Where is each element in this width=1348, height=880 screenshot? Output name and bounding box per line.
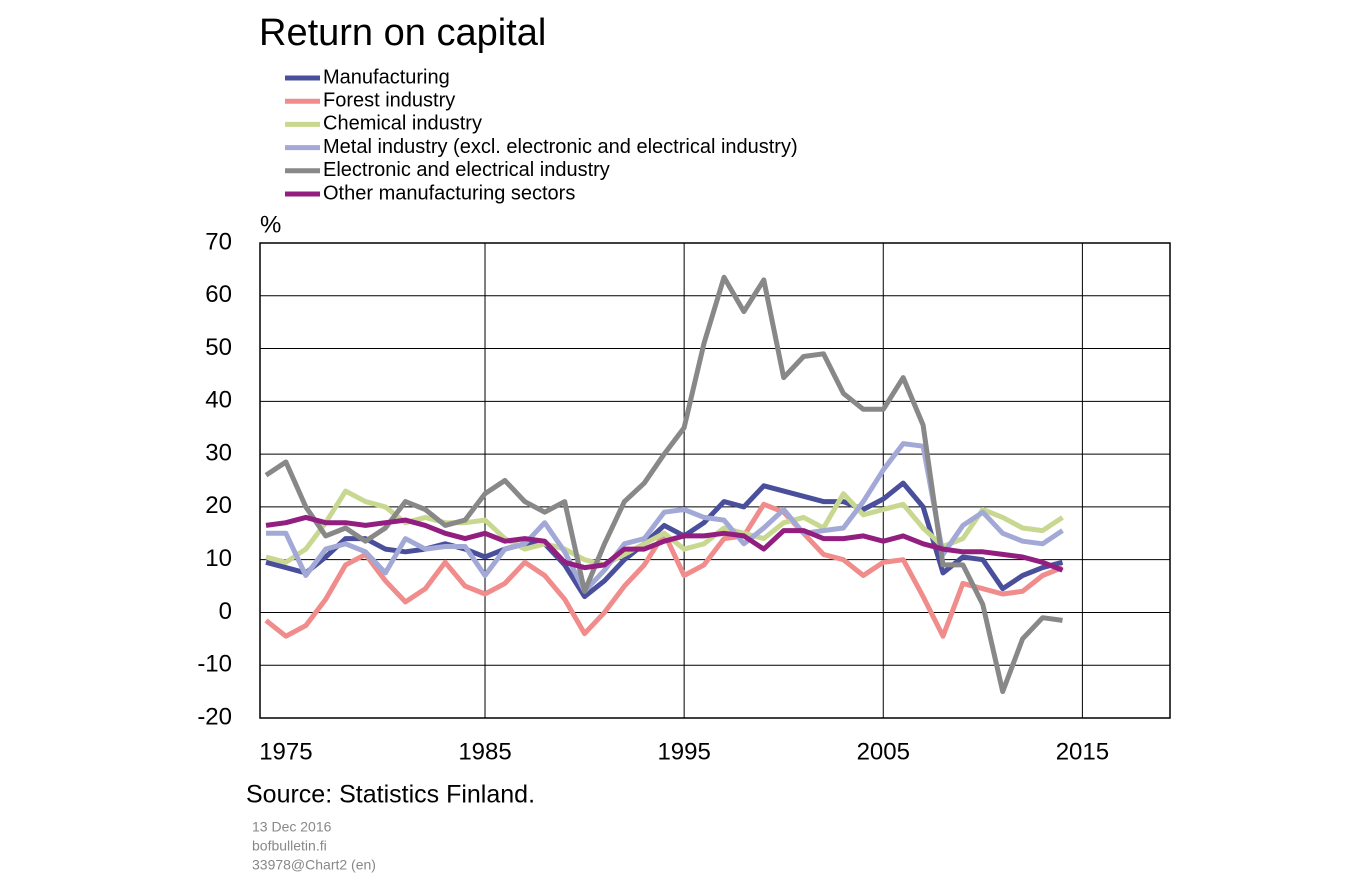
legend-label: Metal industry (excl. electronic and ele… <box>323 136 798 158</box>
chart-title: Return on capital <box>259 12 546 54</box>
y-tick-label: -20 <box>197 703 232 730</box>
y-tick-label: 30 <box>205 439 232 466</box>
y-tick-label: -10 <box>197 651 232 678</box>
legend-label: Other manufacturing sectors <box>323 182 575 204</box>
x-tick-label: 1985 <box>458 738 511 765</box>
y-tick-label: 40 <box>205 387 232 414</box>
y-tick-label: 0 <box>219 598 232 625</box>
legend-label: Forest industry <box>323 89 455 111</box>
y-unit: % <box>260 211 281 238</box>
y-tick-label: 10 <box>205 545 232 572</box>
y-tick-label: 50 <box>205 334 232 361</box>
legend-label: Electronic and electrical industry <box>323 159 610 181</box>
note: 13 Dec 2016 <box>252 819 332 835</box>
x-tick-label: 2005 <box>857 738 910 765</box>
legend-label: Manufacturing <box>323 66 450 88</box>
x-tick-label: 2015 <box>1056 738 1109 765</box>
series-line <box>265 488 1064 568</box>
y-tick-label: 60 <box>205 281 232 308</box>
note: bofbulletin.fi <box>252 838 327 854</box>
x-tick-label: 1995 <box>657 738 710 765</box>
note: 33978@Chart2 (en) <box>252 857 376 873</box>
x-tick-label: 1975 <box>259 738 312 765</box>
series-line <box>264 274 1063 695</box>
series-line <box>265 514 1064 573</box>
y-tick-label: 20 <box>205 492 232 519</box>
plot-frame <box>259 242 1171 719</box>
legend-label: Chemical industry <box>323 113 482 135</box>
source: Source: Statistics Finland. <box>246 781 535 809</box>
y-tick-label: 70 <box>205 228 232 255</box>
